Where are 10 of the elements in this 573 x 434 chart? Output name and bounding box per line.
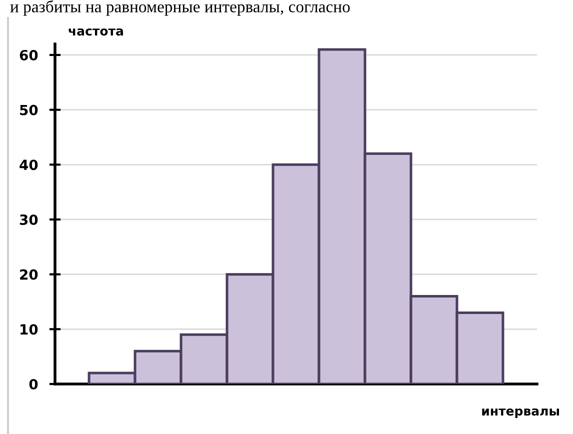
- y-tick-label: 60: [20, 50, 38, 60]
- y-tick-label: 20: [20, 269, 38, 280]
- x-axis-title: интервалы: [482, 408, 559, 418]
- y-axis-title: частота: [68, 28, 123, 36]
- y-tick-label: 0: [29, 378, 38, 390]
- y-tick-label: 30: [20, 214, 38, 225]
- text: и разбиты на равномерные интервалы, согласно: [10, 0, 350, 16]
- y-tick-label: 40: [20, 160, 38, 170]
- y-tick-label: 10: [20, 324, 38, 335]
- y-tick-label: 50: [20, 104, 38, 116]
